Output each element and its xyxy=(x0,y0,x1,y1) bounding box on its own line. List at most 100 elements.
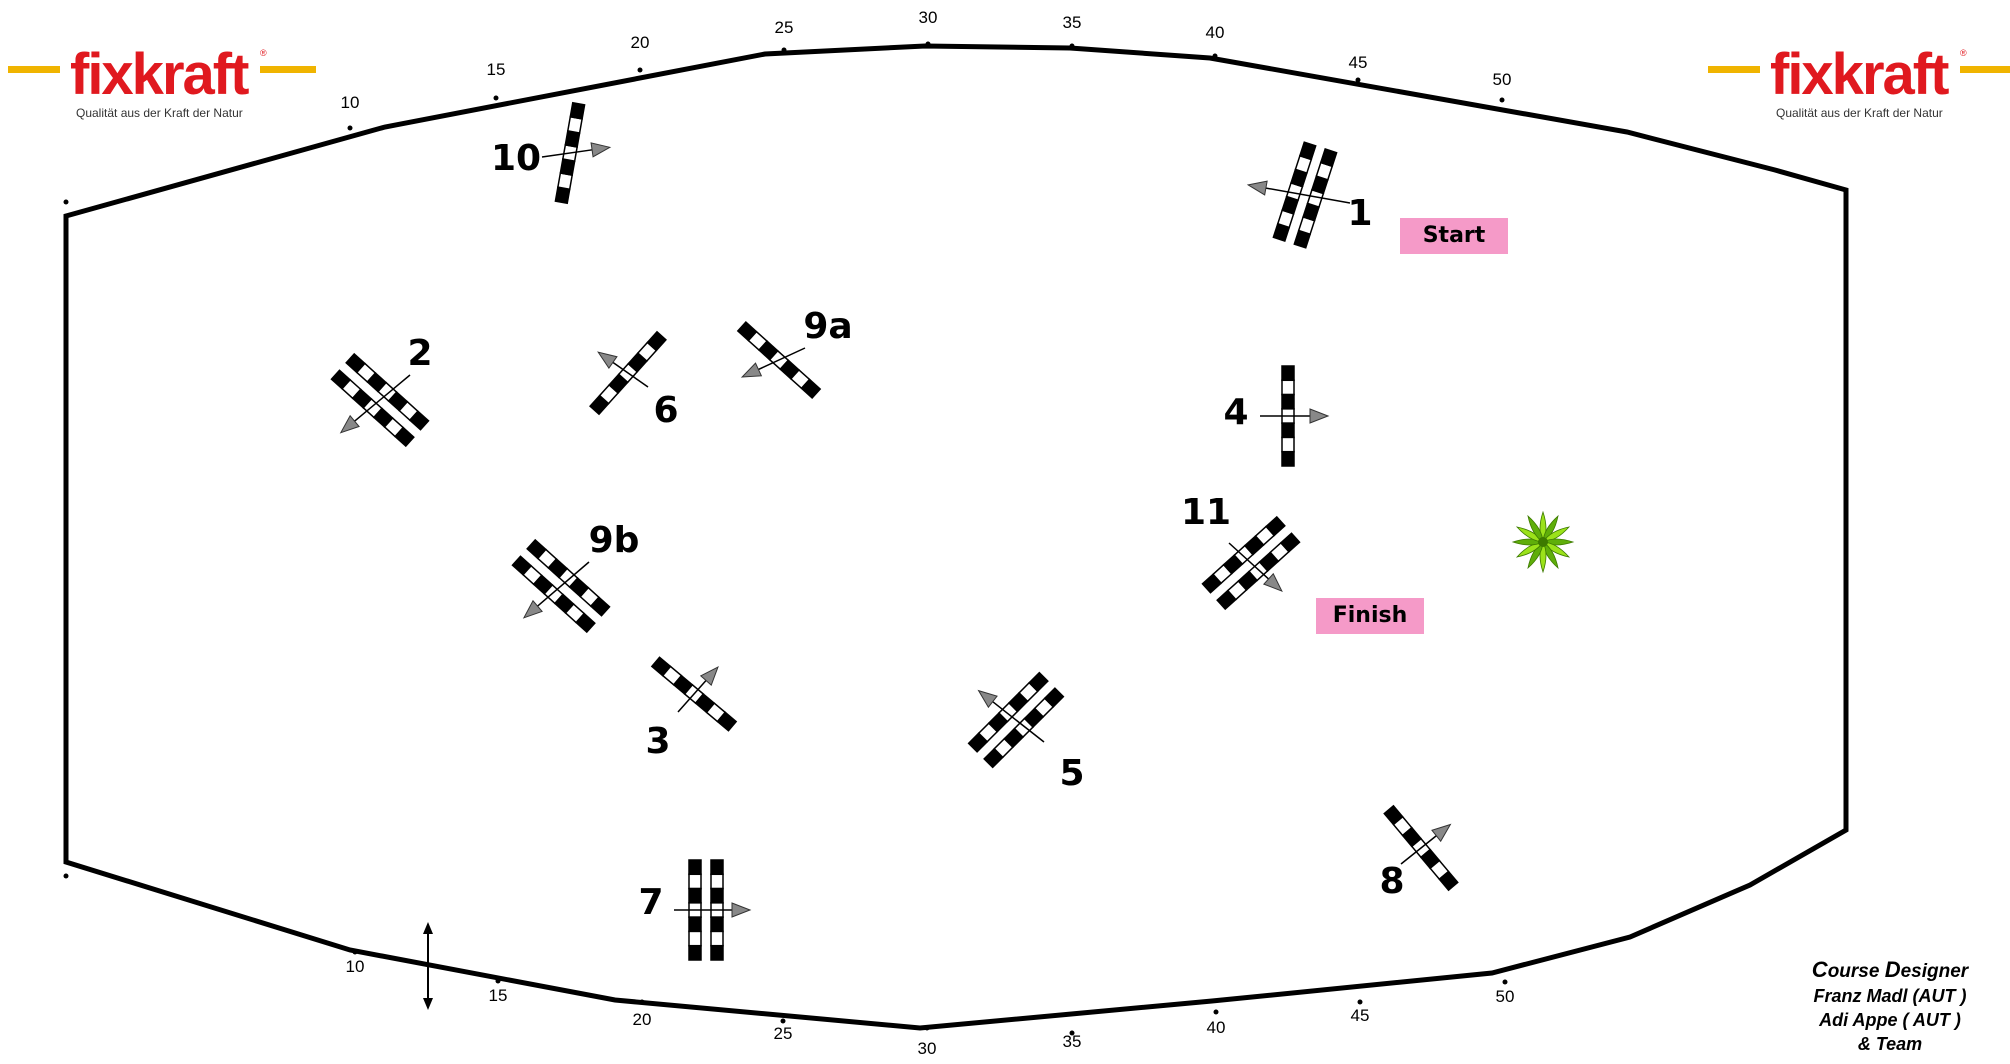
obstacle-number-label: 2 xyxy=(407,333,432,374)
pole-segment xyxy=(688,859,702,876)
pole-segment xyxy=(1281,393,1295,410)
course-designer-credits: Course Designer Franz Madl (AUT ) Adi Ap… xyxy=(1780,958,2000,1056)
top-distance-markers: 10 15 20 25 30 35 40 45 50 xyxy=(341,8,1512,131)
distance-tick xyxy=(1212,53,1218,59)
obstacle-number-label: 3 xyxy=(645,721,670,762)
pole-segment xyxy=(800,378,822,399)
pole-segment xyxy=(589,596,611,617)
logo-tagline: Qualität aus der Kraft der Natur xyxy=(1776,106,1943,120)
direction-arrow-icon xyxy=(541,142,612,158)
pole-segment xyxy=(394,426,415,448)
obstacle-number-label: 10 xyxy=(491,138,541,179)
direction-arrow-icon xyxy=(977,689,1045,743)
pole-segment xyxy=(688,916,702,933)
distance-marker-label: 25 xyxy=(775,18,794,37)
pole-segment xyxy=(1043,687,1065,708)
pole-segment xyxy=(1281,365,1295,382)
obstacle-number-label: 6 xyxy=(653,390,678,431)
sponsor-logo-right: fixkraft ® Qualität aus der Kraft der Na… xyxy=(1708,40,2010,130)
direction-arrow-icon xyxy=(522,561,590,619)
obstacles-layer: 1 2 3 4 5 6 7 8 9a 9b 10 11 xyxy=(330,101,1459,961)
distance-marker-label: 30 xyxy=(918,1039,937,1058)
pole-segment xyxy=(1319,148,1338,168)
pole-segment xyxy=(1298,141,1317,161)
pole-segment xyxy=(1265,515,1286,537)
credits-title: Course Designer xyxy=(1811,957,1969,983)
pole-segment xyxy=(408,410,430,431)
distance-tick xyxy=(1069,43,1075,49)
pole-segment xyxy=(688,887,702,904)
distance-tick xyxy=(347,125,353,131)
distance-tick xyxy=(924,1025,930,1031)
obstacle-6 xyxy=(589,330,667,416)
distance-tick xyxy=(1069,1030,1075,1036)
distance-tick xyxy=(493,95,499,101)
direction-arrow-icon xyxy=(1228,542,1283,593)
distance-marker-label: 30 xyxy=(919,8,938,27)
distance-tick xyxy=(1499,97,1505,103)
logo-bar xyxy=(8,66,60,73)
pole-segment xyxy=(710,944,724,961)
pole-segment xyxy=(710,887,724,904)
corner-tick xyxy=(63,199,69,205)
direction-arrow-icon xyxy=(1246,180,1351,204)
finish-label: Finish xyxy=(1316,598,1424,634)
distance-tick xyxy=(1357,999,1363,1005)
obstacle-number-label: 5 xyxy=(1059,753,1084,794)
distance-tick xyxy=(352,949,358,955)
distance-marker-label: 50 xyxy=(1496,987,1515,1006)
obstacle-7 xyxy=(674,859,752,961)
arena-fence xyxy=(63,43,1849,1031)
pole-segment xyxy=(710,930,724,947)
distance-tick xyxy=(780,1018,786,1024)
distance-marker-label: 35 xyxy=(1063,13,1082,32)
obstacle-11 xyxy=(1201,515,1301,611)
distance-marker-label: 20 xyxy=(631,33,650,52)
pole-segment xyxy=(710,916,724,933)
pole-segment xyxy=(688,930,702,947)
distance-tick xyxy=(1355,77,1361,83)
direction-arrow-icon xyxy=(597,351,649,388)
logo-bar xyxy=(1960,66,2010,73)
direction-arrow-icon xyxy=(740,347,806,378)
obstacle-9a xyxy=(736,321,822,399)
obstacle-number-label: 7 xyxy=(638,882,663,923)
obstacle-number-label: 8 xyxy=(1379,861,1404,902)
obstacle-2 xyxy=(330,352,430,448)
distance-marker-label: 20 xyxy=(633,1010,652,1029)
distance-marker-label: 50 xyxy=(1493,70,1512,89)
distance-marker-label: 15 xyxy=(489,986,508,1005)
obstacle-number-label: 9b xyxy=(589,520,640,561)
distance-marker-label: 40 xyxy=(1207,1018,1226,1037)
distance-marker-label: 10 xyxy=(346,957,365,976)
distance-marker-label: 40 xyxy=(1206,23,1225,42)
obstacle-number-label: 11 xyxy=(1181,492,1231,533)
logo-bar xyxy=(260,66,316,73)
leaf xyxy=(1527,514,1544,543)
pole-segment xyxy=(688,873,702,890)
pole-segment xyxy=(569,101,586,120)
obstacle-4 xyxy=(1260,365,1330,467)
obstacle-10 xyxy=(541,101,612,205)
pole-segment xyxy=(688,944,702,961)
obstacle-5 xyxy=(967,671,1065,769)
direction-arrow-icon xyxy=(1400,823,1452,865)
pole-segment xyxy=(1281,422,1295,439)
distance-tick xyxy=(1502,979,1508,985)
obstacle-9b xyxy=(511,538,611,634)
direction-arrow-icon xyxy=(1260,408,1330,424)
pole-segment xyxy=(710,873,724,890)
distance-marker-label: 35 xyxy=(1063,1032,1082,1051)
pole-segment xyxy=(1279,532,1301,553)
pole-segment xyxy=(710,859,724,876)
credits-line-2: Adi Appe ( AUT ) xyxy=(1819,1010,1961,1030)
obstacle-8 xyxy=(1383,804,1459,892)
credits-line-1: Franz Madl (AUT ) xyxy=(1813,986,1967,1006)
obstacle-number-label: 1 xyxy=(1347,193,1372,234)
pole-segment xyxy=(575,612,596,634)
logo-tagline: Qualität aus der Kraft der Natur xyxy=(76,106,243,120)
plant-icon xyxy=(1511,510,1575,574)
logo-registered-mark: ® xyxy=(1960,48,1967,58)
sponsor-logo-left: fixkraft ® Qualität aus der Kraft der Na… xyxy=(8,40,318,130)
